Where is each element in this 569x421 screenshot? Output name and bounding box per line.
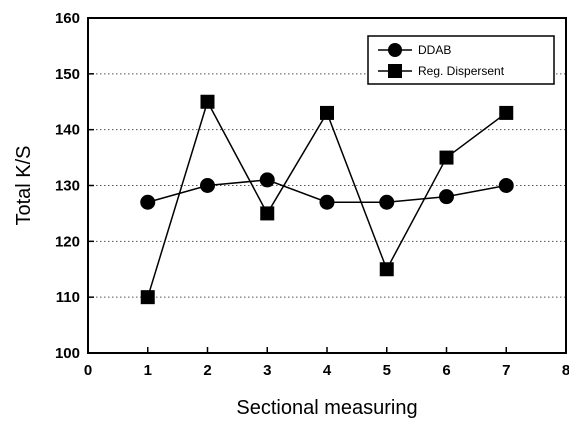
y-tick-label: 140 [55,122,80,139]
data-point-reg-dispersent [140,290,155,305]
data-point-ddab [498,178,514,193]
data-point-reg-dispersent [439,150,454,165]
x-tick-label: 7 [502,362,510,379]
y-tick-label: 100 [55,345,80,362]
y-tick-label: 150 [55,66,80,83]
x-tick-label: 8 [562,362,569,379]
legend-marker-ddab [388,43,402,57]
legend-label-reg-dispersent: Reg. Dispersent [418,64,505,78]
data-point-ddab [439,189,454,205]
data-point-ddab [379,194,395,210]
y-tick-label: 160 [55,10,80,27]
data-point-reg-dispersent [320,105,334,120]
y-tick-label: 130 [55,178,80,195]
x-tick-label: 6 [442,362,450,379]
legend-label-ddab: DDAB [418,43,451,57]
data-point-ddab [200,178,215,193]
data-point-reg-dispersent [379,262,394,277]
series-group [140,94,514,305]
data-point-ddab [319,194,335,210]
data-point-reg-dispersent [499,105,514,120]
data-point-ddab [140,194,156,210]
legend: DDAB Reg. Dispersent [367,35,555,85]
x-tick-label: 5 [383,362,391,379]
x-tick-label: 3 [263,362,271,379]
axis-ticks: 100 110 120 130 140 150 160 0 1 2 3 4 5 6 7 8 [55,10,569,379]
legend-marker-reg-dispersent [388,64,402,78]
data-point-ddab [259,172,275,188]
y-tick-label: 110 [56,289,80,306]
x-tick-label: 1 [144,362,152,379]
x-tick-label: 0 [84,362,92,379]
x-tick-label: 4 [323,362,332,379]
y-axis-title: Total K/S [13,145,35,225]
x-axis-title: Sectional measuring [236,397,417,419]
data-point-reg-dispersent [260,206,275,221]
data-point-reg-dispersent [200,94,215,109]
y-tick-label: 120 [55,233,80,250]
x-tick-label: 2 [203,362,211,379]
